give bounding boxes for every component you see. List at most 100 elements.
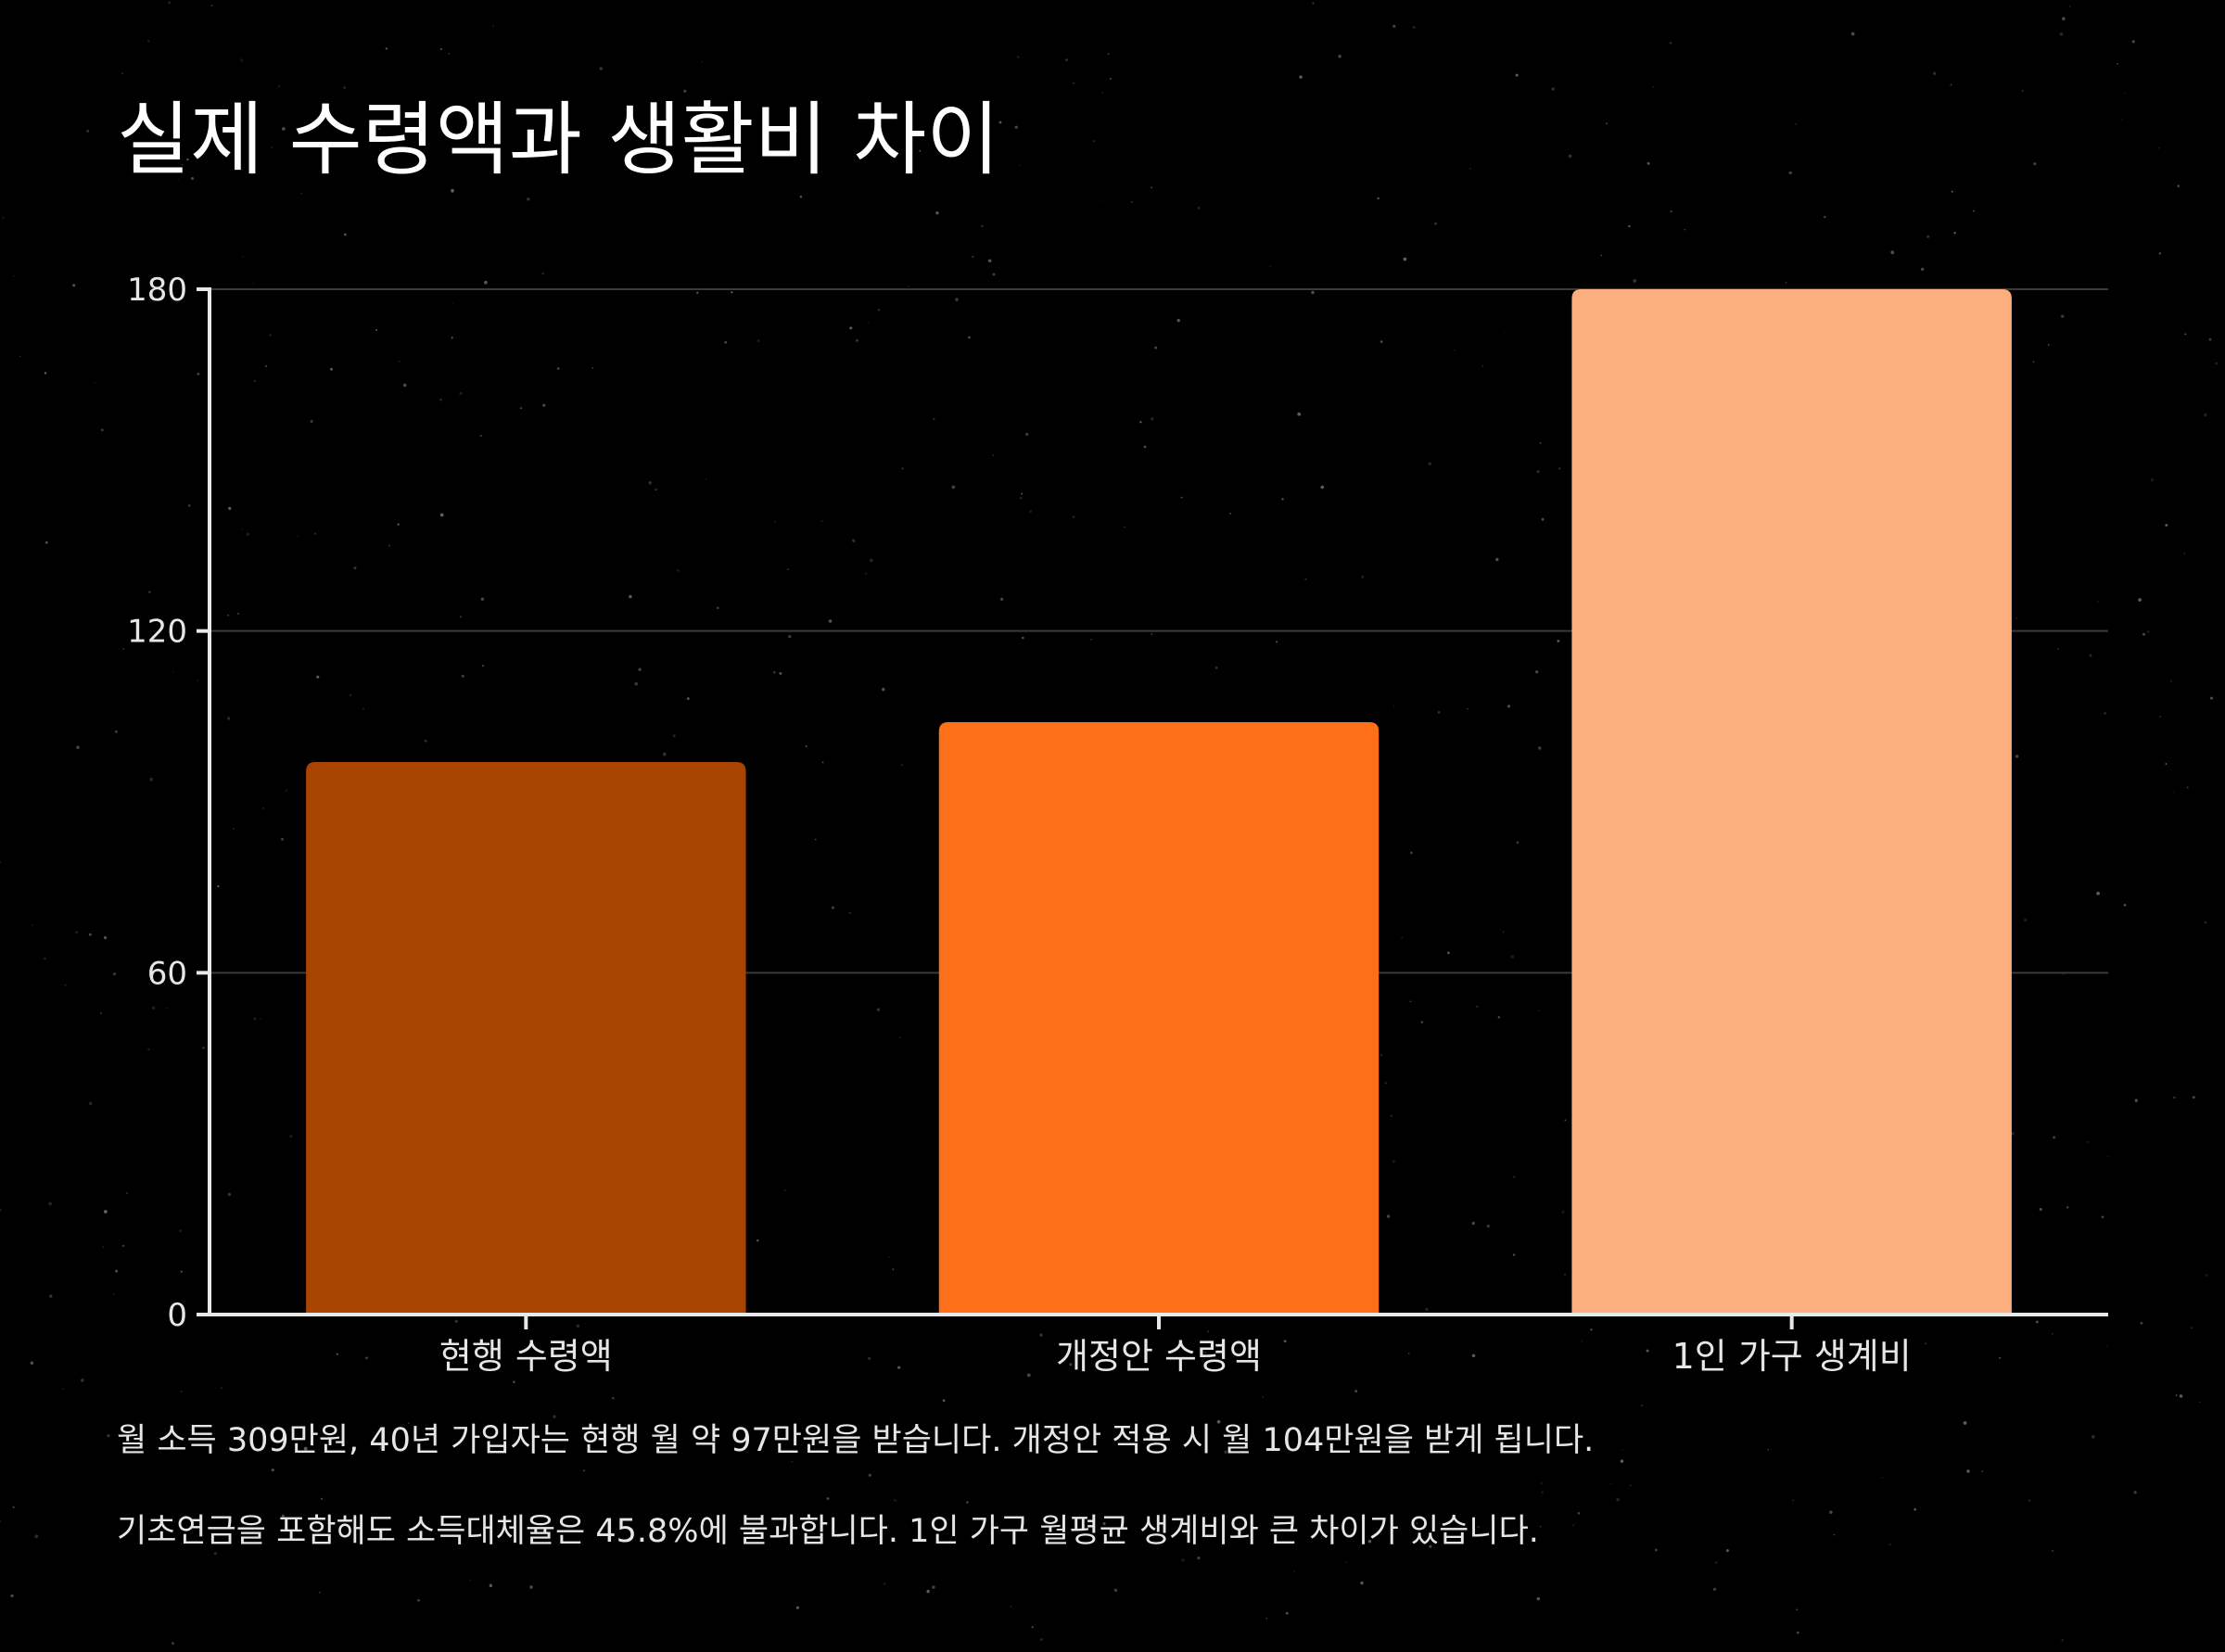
star-speck xyxy=(1881,1477,1883,1479)
star-speck xyxy=(783,1188,786,1191)
star-speck xyxy=(1467,708,1468,710)
star-speck xyxy=(1031,1626,1034,1629)
star-speck xyxy=(935,211,939,215)
star-speck xyxy=(12,1506,15,1508)
star-speck xyxy=(2121,119,2123,121)
star-speck xyxy=(197,680,198,681)
star-speck xyxy=(103,935,108,940)
star-speck xyxy=(2134,1099,2138,1102)
star-speck xyxy=(2133,1491,2137,1494)
star-speck xyxy=(529,1585,533,1589)
star-speck xyxy=(1537,746,1542,750)
star-speck xyxy=(388,544,391,547)
star-speck xyxy=(1824,215,1826,219)
star-speck xyxy=(459,391,463,396)
star-speck xyxy=(981,224,984,228)
star-speck xyxy=(2186,786,2189,789)
star-speck xyxy=(81,1379,84,1382)
star-speck xyxy=(469,1579,471,1582)
star-speck xyxy=(1616,1497,1620,1502)
star-speck xyxy=(893,1498,897,1503)
star-speck xyxy=(932,1585,935,1589)
star-speck xyxy=(344,233,347,236)
star-speck xyxy=(227,506,232,511)
star-speck xyxy=(1016,55,1020,58)
star-speck xyxy=(76,745,80,749)
x-tick-label: 현행 수령액 xyxy=(439,1336,613,1377)
star-speck xyxy=(672,734,676,738)
star-speck xyxy=(1788,171,1792,175)
star-speck xyxy=(1154,346,1158,349)
star-speck xyxy=(1920,267,1925,272)
star-speck xyxy=(884,1582,886,1585)
star-speck xyxy=(242,255,244,258)
star-speck xyxy=(2059,32,2064,36)
y-axis-ticks: 0 60 120 180 xyxy=(127,272,210,1334)
star-speck xyxy=(2158,252,2162,255)
star-speck xyxy=(1999,1356,2002,1359)
star-speck xyxy=(2173,1096,2176,1099)
star-speck xyxy=(2138,598,2142,602)
star-speck xyxy=(1434,222,1437,225)
star-speck xyxy=(1039,1333,1043,1337)
star-speck xyxy=(2192,1096,2195,1099)
star-speck xyxy=(2,216,5,220)
star-speck xyxy=(125,1191,128,1195)
star-speck xyxy=(122,648,124,650)
star-speck xyxy=(10,1594,14,1598)
star-speck xyxy=(1420,1021,1424,1023)
star-speck xyxy=(1224,1450,1227,1455)
bar xyxy=(306,761,746,1315)
star-speck xyxy=(1283,1340,1287,1343)
star-speck xyxy=(180,1391,183,1393)
star-speck xyxy=(1416,1522,1418,1524)
star-speck xyxy=(379,1445,383,1449)
star-speck xyxy=(147,1048,150,1051)
star-speck xyxy=(285,789,288,792)
star-speck xyxy=(1454,349,1456,351)
star-speck xyxy=(1392,1160,1396,1163)
star-speck xyxy=(439,513,444,517)
star-speck xyxy=(1354,1390,1358,1393)
star-speck xyxy=(1143,445,1147,449)
star-speck xyxy=(1026,1373,1031,1378)
star-speck xyxy=(1131,200,1133,203)
star-speck xyxy=(2208,337,2212,341)
x-tick-label: 개정안 수령액 xyxy=(1056,1336,1262,1377)
star-speck xyxy=(519,407,523,410)
star-speck xyxy=(1025,432,1029,437)
star-speck xyxy=(1405,1439,1409,1442)
star-speck xyxy=(1377,197,1380,200)
star-speck xyxy=(1914,1507,1917,1511)
star-speck xyxy=(907,286,909,287)
star-speck xyxy=(492,25,494,27)
star-speck xyxy=(148,591,151,594)
star-speck xyxy=(1561,1211,1565,1214)
star-speck xyxy=(461,674,464,678)
star-speck xyxy=(1090,639,1092,641)
star-speck xyxy=(2087,1141,2089,1143)
x-tick-label: 1인 가구 생계비 xyxy=(1672,1336,1912,1377)
star-speck xyxy=(1361,575,1365,578)
star-speck xyxy=(402,383,407,388)
star-speck xyxy=(180,1270,183,1273)
star-speck xyxy=(1107,53,1110,56)
star-speck xyxy=(336,1353,338,1355)
star-speck xyxy=(319,1592,321,1594)
star-speck xyxy=(44,957,46,960)
star-speck xyxy=(330,367,333,371)
star-speck xyxy=(1380,340,1383,343)
star-speck xyxy=(2169,680,2173,683)
star-speck xyxy=(264,364,267,367)
star-speck xyxy=(303,1446,308,1451)
star-speck xyxy=(172,619,173,622)
star-speck xyxy=(2057,648,2059,651)
star-speck xyxy=(1338,54,1341,58)
star-speck xyxy=(2165,763,2168,765)
star-speck xyxy=(1504,331,1506,333)
star-speck xyxy=(1497,1016,1500,1019)
star-speck xyxy=(190,176,195,181)
star-speck xyxy=(591,367,593,369)
star-speck xyxy=(349,693,352,697)
star-speck xyxy=(1360,1581,1364,1585)
